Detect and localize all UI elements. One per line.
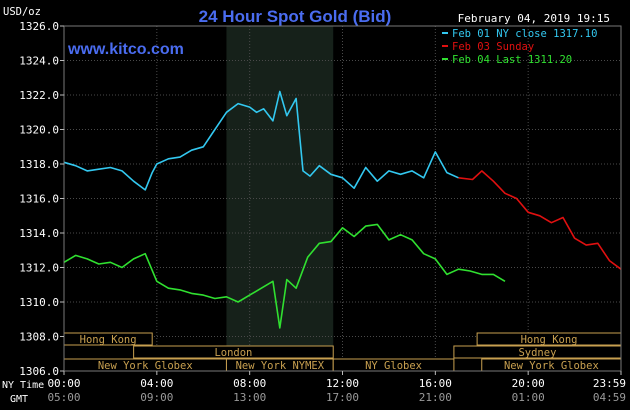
legend-entry: Feb 03 Sunday xyxy=(452,41,534,53)
y-tick-label: 1314.0 xyxy=(19,227,59,240)
x-tick-label-gmt: 01:00 xyxy=(512,391,545,404)
ny-time-row-label: NY Time xyxy=(2,380,44,391)
legend-entry: Feb 01 NY close 1317.10 xyxy=(452,28,597,40)
session-label: NY Globex xyxy=(365,360,422,372)
session-label: New York Globex xyxy=(98,360,193,372)
series-line xyxy=(458,170,622,270)
x-tick-label-ny: 00:00 xyxy=(47,377,80,390)
y-tick-label: 1324.0 xyxy=(19,55,59,68)
chart-title: 24 Hour Spot Gold (Bid) xyxy=(199,7,392,26)
chart-timestamp: February 04, 2019 19:15 xyxy=(458,12,610,25)
x-tick-label-gmt: 13:00 xyxy=(233,391,266,404)
y-tick-label: 1322.0 xyxy=(19,89,59,102)
x-tick-label-ny: 04:00 xyxy=(140,377,173,390)
site-watermark: www.kitco.com xyxy=(67,41,184,58)
x-tick-label-ny: 20:00 xyxy=(512,377,545,390)
legend-entry: Feb 04 Last 1311.20 xyxy=(452,54,572,66)
y-tick-label: 1316.0 xyxy=(19,193,59,206)
y-axis-ticks: 1306.0 1308.0 1310.0 1312.0 1314.0 1316.0 1318… xyxy=(19,20,64,378)
y-tick-label: 1310.0 xyxy=(19,296,59,309)
y-tick-label: 1320.0 xyxy=(19,124,59,137)
x-tick-label-gmt: 17:00 xyxy=(326,391,359,404)
x-tick-label-gmt: 21:00 xyxy=(419,391,452,404)
price-series xyxy=(63,90,622,329)
x-tick-label-ny: 16:00 xyxy=(419,377,452,390)
y-axis-label: USD/oz xyxy=(3,6,41,18)
session-label: New York NYMEX xyxy=(236,360,325,372)
x-tick-label-gmt: 05:00 xyxy=(47,391,80,404)
gmt-row-label: GMT xyxy=(10,394,28,405)
session-label: Hong Kong xyxy=(521,334,578,346)
x-tick-label-gmt: 04:59 xyxy=(593,391,626,404)
x-tick-label-ny: 08:00 xyxy=(233,377,266,390)
x-tick-label-ny: 23:59 xyxy=(593,377,626,390)
y-tick-label: 1318.0 xyxy=(19,158,59,171)
session-label: Sydney xyxy=(518,347,556,359)
y-tick-label: 1308.0 xyxy=(19,331,59,344)
x-tick-label-gmt: 09:00 xyxy=(140,391,173,404)
session-label: New York Globex xyxy=(504,360,599,372)
series-line xyxy=(63,90,459,191)
x-tick-label-ny: 12:00 xyxy=(326,377,359,390)
session-label: London xyxy=(214,347,252,359)
session-bar xyxy=(133,345,334,359)
nymex-session-highlight xyxy=(226,26,334,371)
y-tick-label: 1306.0 xyxy=(19,365,59,378)
y-tick-label: 1326.0 xyxy=(19,20,59,33)
series-line xyxy=(63,223,506,329)
y-tick-label: 1312.0 xyxy=(19,262,59,275)
session-label: Hong Kong xyxy=(80,334,137,346)
